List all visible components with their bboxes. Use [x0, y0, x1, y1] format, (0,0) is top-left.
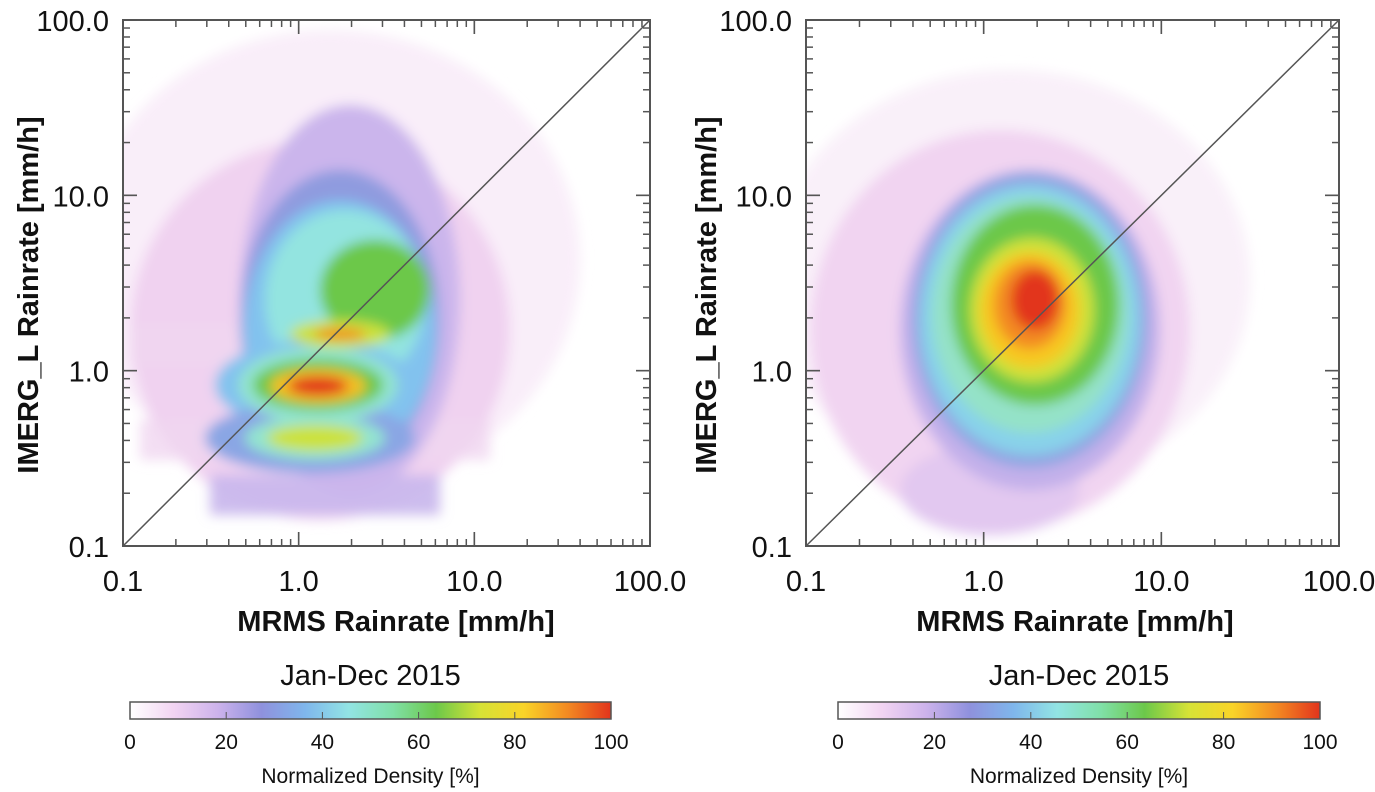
period-label: Jan-Dec 2015 [280, 660, 461, 692]
y-tick-label: 100.0 [719, 6, 792, 38]
x-axis-title: MRMS Rainrate [mm/h] [916, 606, 1233, 638]
density-plot-right: 0.1 1.0 10.0 100.0 0.1 1.0 10.0 100.0 MRMS Rainr… [691, 6, 1375, 638]
axis-ticks [805, 19, 1340, 547]
colorbar-gradient [129, 701, 612, 720]
density-field-right [806, 20, 1339, 546]
y-axis-title: IMERG_L Rainrate [mm/h] [691, 116, 723, 473]
axis-ticks [122, 19, 651, 547]
colorbar-tick-label: 60 [407, 731, 430, 754]
y-axis-title: IMERG_L Rainrate [mm/h] [13, 116, 45, 473]
density-field-left [123, 20, 650, 546]
colorbar-title: Normalized Density [%] [970, 765, 1188, 788]
x-tick-label: 10.0 [1133, 566, 1189, 598]
x-tick-label: 0.1 [786, 566, 826, 598]
x-tick-label: 0.1 [103, 566, 143, 598]
x-tick-label: 1.0 [964, 566, 1004, 598]
y-tick-label: 0.1 [752, 532, 792, 564]
colorbar-tick-label: 60 [1116, 731, 1139, 754]
colorbar-tick-label: 80 [503, 731, 526, 754]
colorbar-tick-label: 20 [215, 731, 238, 754]
axes-left: 0.1 1.0 10.0 100.0 0.1 1.0 10.0 100.0 MRMS Rainr… [13, 6, 686, 638]
y-tick-label: 1.0 [752, 357, 792, 389]
colorbar-left: Jan-Dec 2015 0 20 40 60 80 100 Normalized Densi… [124, 660, 628, 788]
x-tick-label: 100.0 [1303, 566, 1375, 598]
density-plot-left: 0.1 1.0 10.0 100.0 0.1 1.0 10.0 100.0 MRMS Rainr… [13, 6, 686, 638]
colorbar-title: Normalized Density [%] [261, 765, 479, 788]
axes-right: 0.1 1.0 10.0 100.0 0.1 1.0 10.0 100.0 MRMS Rainr… [691, 6, 1375, 638]
y-tick-label: 10.0 [736, 181, 792, 213]
y-tick-label: 0.1 [69, 532, 109, 564]
colorbar-tick-label: 0 [832, 731, 844, 754]
colorbar-gradient [837, 701, 1321, 720]
plot-frame [805, 19, 1340, 547]
y-tick-label: 1.0 [69, 357, 109, 389]
colorbar-tick-label: 100 [593, 731, 628, 754]
one-to-one-line [122, 19, 651, 547]
colorbar-tick-label: 100 [1302, 731, 1337, 754]
one-to-one-line [805, 19, 1340, 547]
x-axis-title: MRMS Rainrate [mm/h] [237, 606, 554, 638]
x-tick-label: 1.0 [279, 566, 319, 598]
colorbar-tick-label: 40 [1019, 731, 1042, 754]
colorbar-right: Jan-Dec 2015 0 20 40 60 80 100 Normalized Densi… [832, 660, 1337, 788]
y-tick-label: 10.0 [53, 181, 109, 213]
x-tick-label: 100.0 [614, 566, 687, 598]
plot-frame [122, 19, 651, 547]
colorbar-tick-label: 40 [311, 731, 334, 754]
x-tick-label: 10.0 [446, 566, 502, 598]
period-label: Jan-Dec 2015 [989, 660, 1170, 692]
colorbar-tick-label: 80 [1212, 731, 1235, 754]
y-tick-label: 100.0 [36, 6, 109, 38]
colorbar-tick-label: 20 [923, 731, 946, 754]
colorbar-tick-label: 0 [124, 731, 136, 754]
